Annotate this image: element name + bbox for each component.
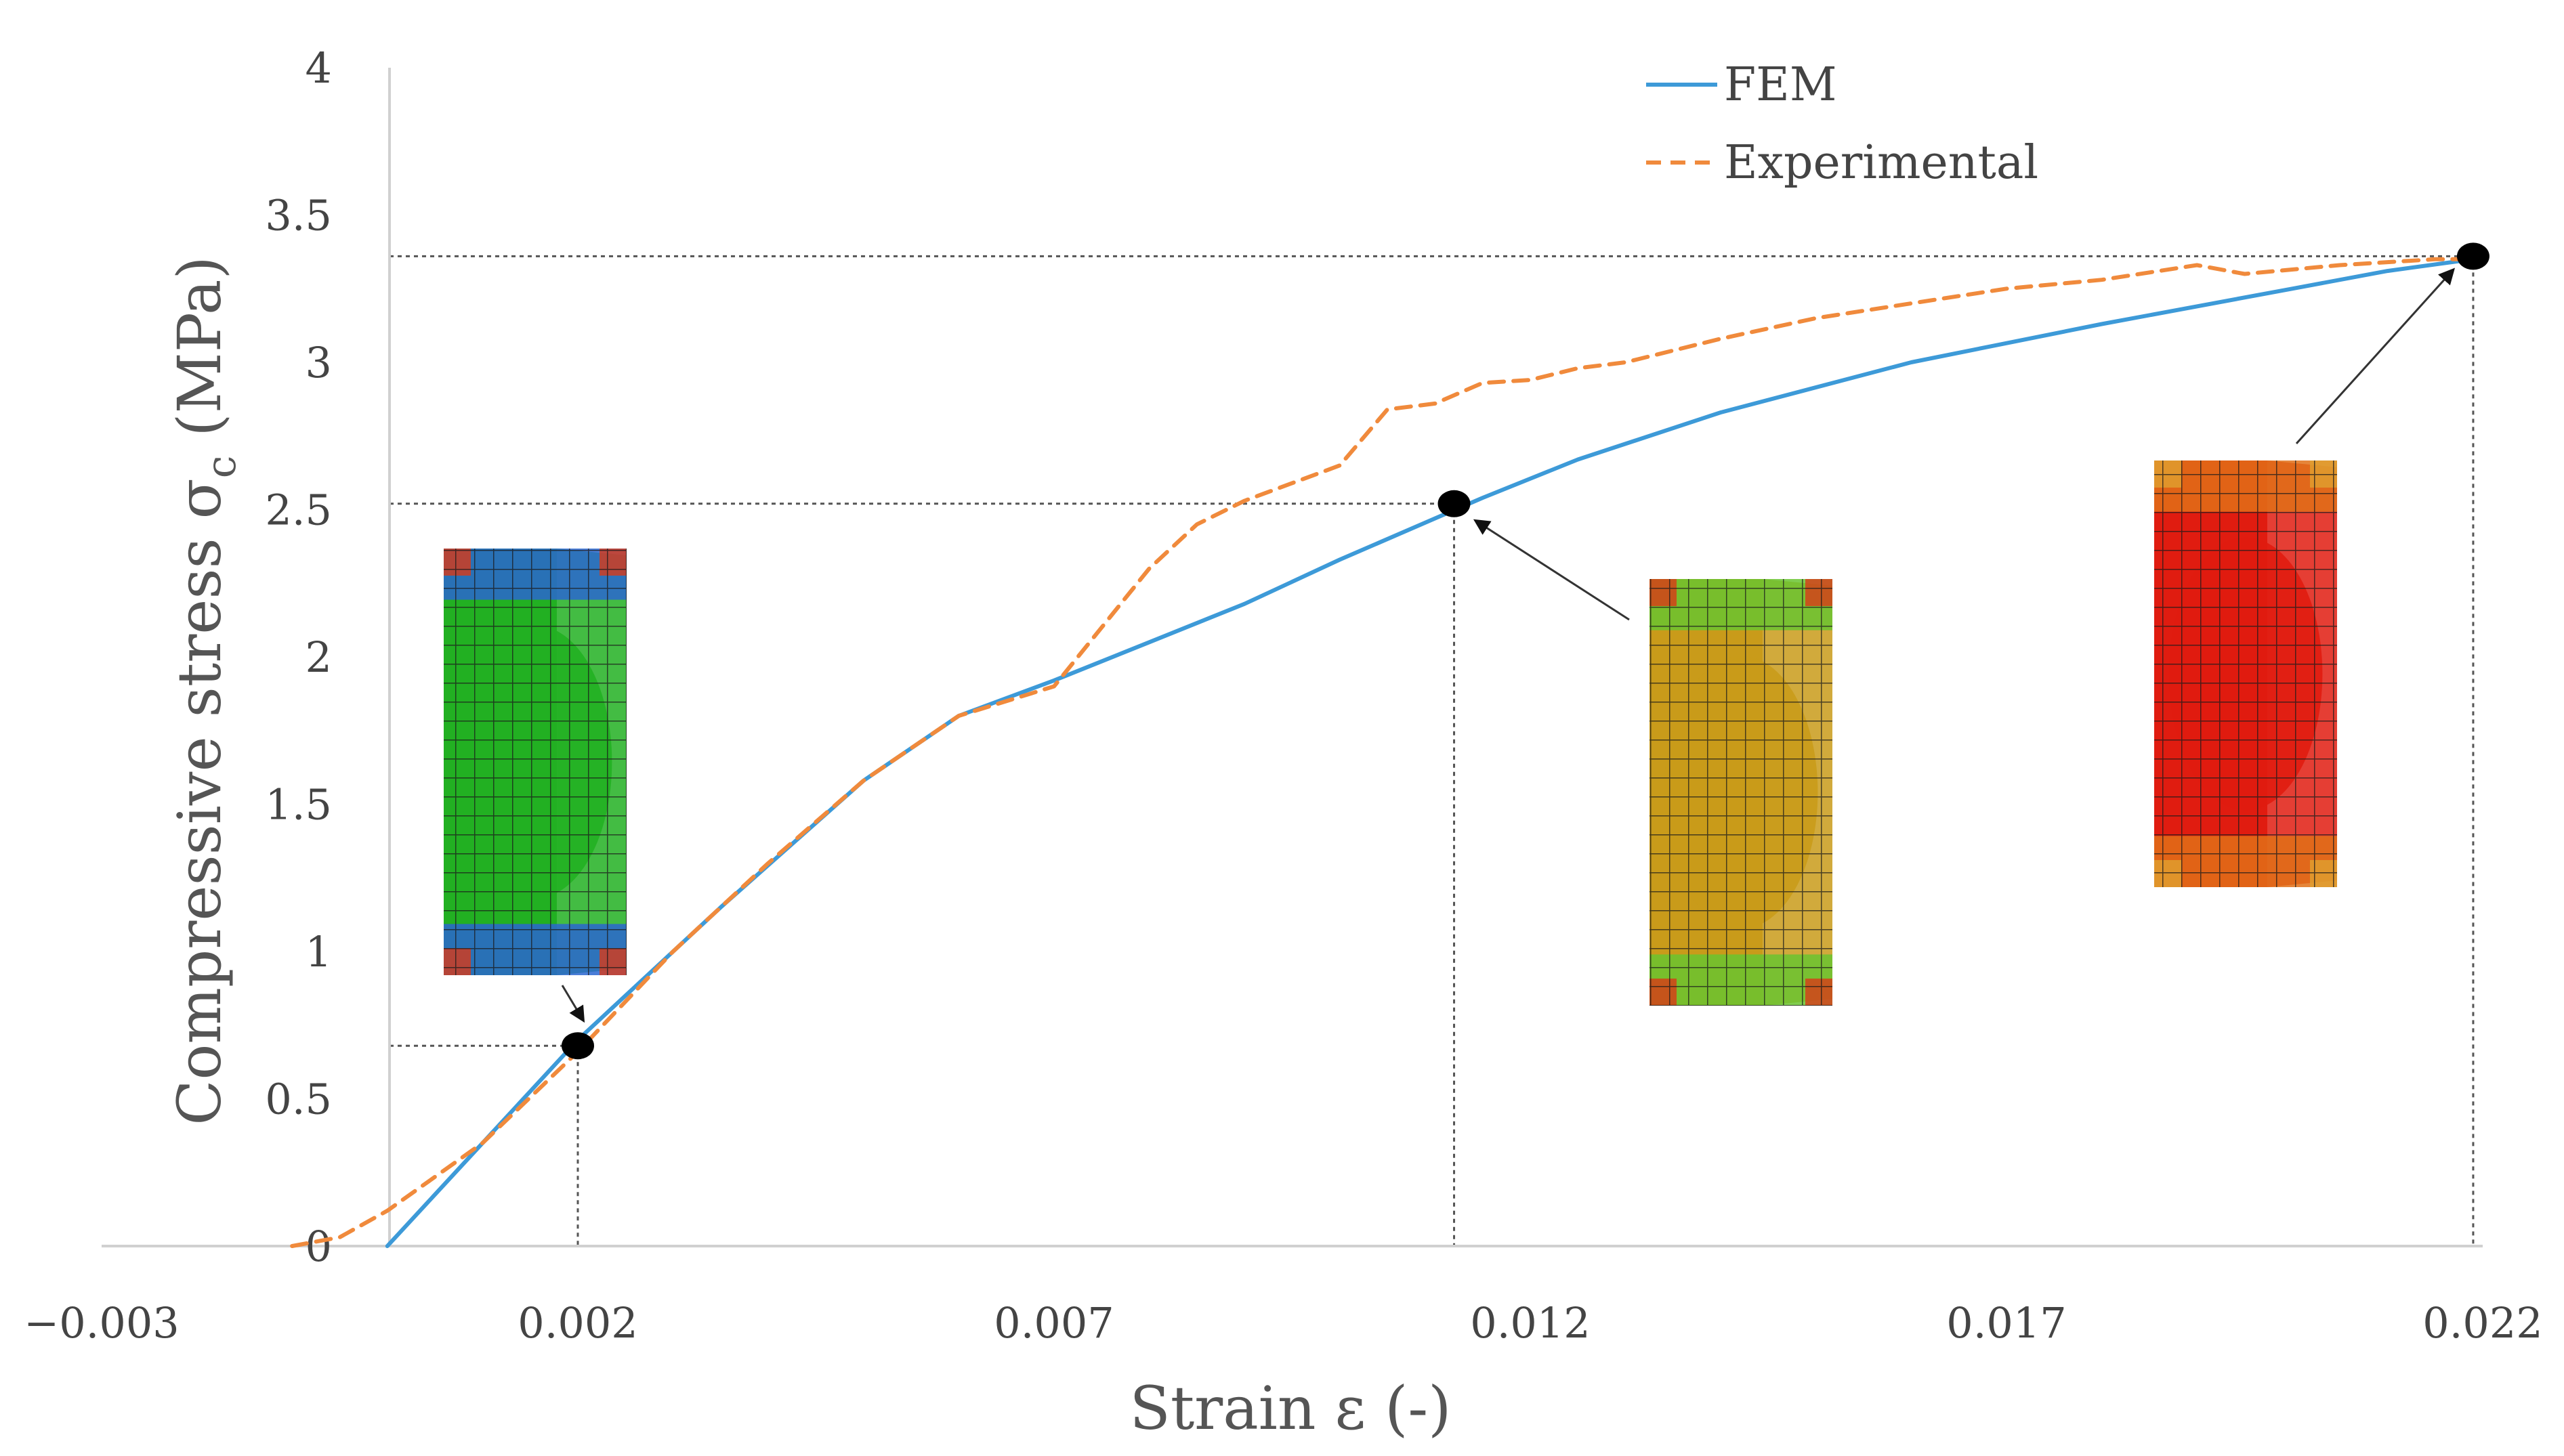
y-tick-label: 1 (306, 927, 332, 977)
inset-images-layer (444, 267, 2456, 1023)
y-axis-title-main: Compressive stress σ (165, 478, 234, 1126)
y-axis-title-unit: (MPa) (165, 256, 234, 455)
specimen-mesh (2154, 461, 2337, 887)
marked-point (2456, 242, 2489, 270)
series-layer (290, 257, 2475, 1248)
specimen-mesh (444, 549, 627, 975)
axes-layer: 0 0.5 1 1.5 2 2.5 3 3.5 4 −0.003 0.002 0.007 0.012 0.… (24, 43, 2542, 1348)
series-line-fem (385, 257, 2475, 1248)
x-tick-label: 0.012 (1470, 1298, 1591, 1348)
y-tick-label: 0 (306, 1222, 332, 1271)
marked-point (562, 1032, 594, 1060)
specimen-mesh (1649, 579, 1832, 1006)
y-tick-label: 2 (306, 633, 332, 682)
y-tick-label: 1.5 (265, 780, 332, 830)
y-tick-label: 4 (306, 43, 332, 93)
y-tick-label: 3 (306, 338, 332, 387)
inset-pointer-arrow (1473, 519, 1630, 621)
y-tick-label: 0.5 (265, 1075, 332, 1124)
marked-point (1437, 490, 1471, 517)
legend: FEM Experimental (1646, 58, 2038, 190)
legend-experimental-label: Experimental (1724, 136, 2038, 190)
x-tick-label: 0.017 (1946, 1298, 2067, 1348)
series-line-experimental (290, 257, 2475, 1248)
legend-fem-label: FEM (1724, 58, 1836, 112)
y-tick-label: 2.5 (265, 486, 332, 535)
x-axis-title: Strain ε (-) (1130, 1373, 1452, 1443)
inset-pointer-arrow (2295, 267, 2456, 445)
y-axis-title: Compressive stress σc (MPa) (165, 256, 245, 1126)
inset-pointer-arrow (561, 985, 585, 1023)
x-tick-label: 0.022 (2422, 1298, 2543, 1348)
y-tick-label: 3.5 (265, 191, 332, 240)
fem-specimen-inset-low-stress (444, 549, 627, 975)
fem-specimen-inset-mid-stress (1649, 579, 1832, 1006)
guide-lines-layer (390, 255, 2475, 1246)
fem-specimen-inset-high-stress (2154, 461, 2337, 887)
x-tick-label: 0.002 (518, 1298, 638, 1348)
marked-points-layer (562, 242, 2489, 1060)
x-tick-label: 0.007 (994, 1298, 1114, 1348)
y-axis-title-subscript: c (198, 456, 245, 479)
x-tick-label: −0.003 (24, 1298, 179, 1348)
